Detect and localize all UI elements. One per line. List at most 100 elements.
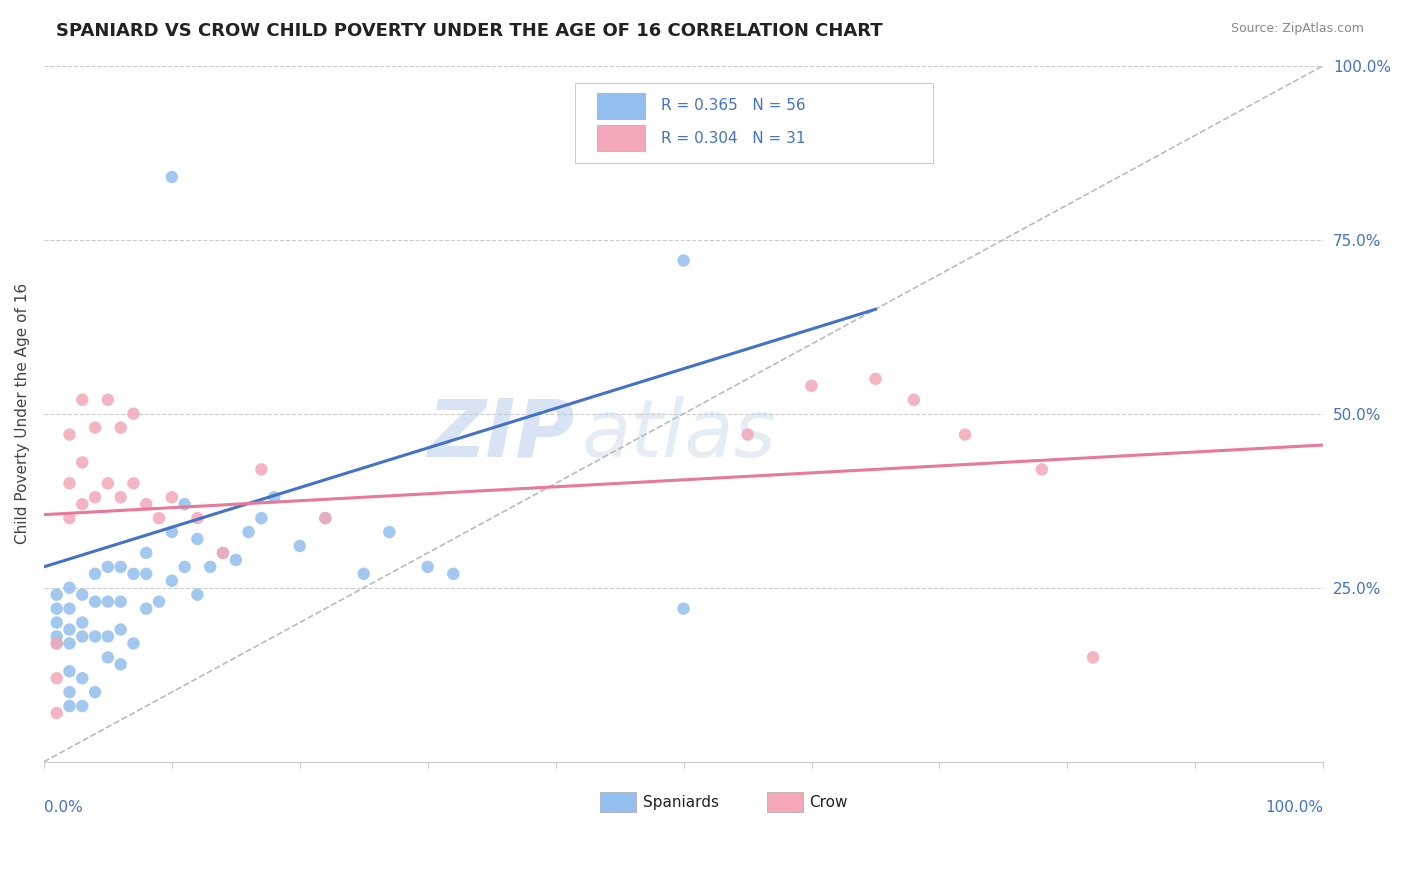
Point bbox=[416, 559, 439, 574]
Point bbox=[110, 623, 132, 637]
Point bbox=[72, 630, 94, 644]
Point bbox=[173, 559, 195, 574]
Text: ZIP: ZIP bbox=[427, 395, 575, 474]
Point bbox=[800, 379, 823, 393]
Point bbox=[672, 253, 695, 268]
Point bbox=[160, 524, 183, 539]
FancyBboxPatch shape bbox=[596, 93, 645, 120]
Point bbox=[122, 566, 145, 581]
Point bbox=[58, 685, 80, 699]
Point bbox=[45, 706, 67, 720]
Point bbox=[58, 601, 80, 615]
Point bbox=[212, 546, 235, 560]
Text: Crow: Crow bbox=[808, 795, 848, 810]
Point bbox=[378, 524, 401, 539]
Point bbox=[97, 650, 120, 665]
Point bbox=[353, 566, 375, 581]
FancyBboxPatch shape bbox=[596, 125, 645, 152]
Point bbox=[84, 630, 107, 644]
Point bbox=[160, 169, 183, 184]
Point bbox=[45, 588, 67, 602]
Point bbox=[186, 532, 208, 546]
Point bbox=[135, 546, 157, 560]
Point bbox=[314, 511, 336, 525]
Point bbox=[148, 511, 170, 525]
FancyBboxPatch shape bbox=[575, 83, 934, 163]
Point bbox=[865, 372, 887, 386]
Point bbox=[45, 615, 67, 630]
Point bbox=[441, 566, 464, 581]
Text: Source: ZipAtlas.com: Source: ZipAtlas.com bbox=[1230, 22, 1364, 36]
Text: 100.0%: 100.0% bbox=[1265, 800, 1323, 815]
Point bbox=[97, 559, 120, 574]
Point bbox=[58, 427, 80, 442]
Point bbox=[135, 566, 157, 581]
Point bbox=[45, 630, 67, 644]
Point bbox=[84, 685, 107, 699]
Point bbox=[58, 699, 80, 714]
Point bbox=[97, 476, 120, 491]
FancyBboxPatch shape bbox=[766, 792, 803, 812]
Point bbox=[953, 427, 976, 442]
Point bbox=[110, 420, 132, 434]
Text: 0.0%: 0.0% bbox=[44, 800, 83, 815]
Point bbox=[148, 595, 170, 609]
Point bbox=[84, 566, 107, 581]
Point bbox=[212, 546, 235, 560]
Text: SPANIARD VS CROW CHILD POVERTY UNDER THE AGE OF 16 CORRELATION CHART: SPANIARD VS CROW CHILD POVERTY UNDER THE… bbox=[56, 22, 883, 40]
Point bbox=[58, 581, 80, 595]
Point bbox=[58, 623, 80, 637]
Point bbox=[238, 524, 260, 539]
Point bbox=[72, 671, 94, 685]
Point bbox=[160, 574, 183, 588]
Y-axis label: Child Poverty Under the Age of 16: Child Poverty Under the Age of 16 bbox=[15, 283, 30, 544]
Point bbox=[45, 636, 67, 650]
Point bbox=[84, 420, 107, 434]
Text: R = 0.365   N = 56: R = 0.365 N = 56 bbox=[661, 98, 806, 113]
Point bbox=[84, 595, 107, 609]
Point bbox=[186, 511, 208, 525]
Point bbox=[45, 671, 67, 685]
Point bbox=[110, 490, 132, 504]
Point bbox=[135, 497, 157, 511]
Point bbox=[737, 427, 759, 442]
Point bbox=[122, 476, 145, 491]
FancyBboxPatch shape bbox=[600, 792, 637, 812]
Point bbox=[135, 601, 157, 615]
Point bbox=[250, 511, 273, 525]
Text: R = 0.304   N = 31: R = 0.304 N = 31 bbox=[661, 130, 806, 145]
Point bbox=[200, 559, 222, 574]
Text: Spaniards: Spaniards bbox=[643, 795, 718, 810]
Point bbox=[72, 497, 94, 511]
Point bbox=[225, 553, 247, 567]
Point bbox=[186, 588, 208, 602]
Point bbox=[84, 490, 107, 504]
Point bbox=[97, 392, 120, 407]
Point bbox=[72, 455, 94, 469]
Point bbox=[250, 462, 273, 476]
Point bbox=[72, 588, 94, 602]
Point bbox=[45, 636, 67, 650]
Point bbox=[263, 490, 285, 504]
Point bbox=[110, 559, 132, 574]
Point bbox=[58, 476, 80, 491]
Point bbox=[1031, 462, 1053, 476]
Point bbox=[72, 615, 94, 630]
Point bbox=[160, 490, 183, 504]
Text: atlas: atlas bbox=[581, 395, 776, 474]
Point bbox=[173, 497, 195, 511]
Point bbox=[45, 601, 67, 615]
Point bbox=[72, 699, 94, 714]
Point bbox=[122, 636, 145, 650]
Point bbox=[672, 601, 695, 615]
Point bbox=[97, 595, 120, 609]
Point bbox=[58, 665, 80, 679]
Point bbox=[58, 511, 80, 525]
Point bbox=[58, 636, 80, 650]
Point bbox=[903, 392, 925, 407]
Point bbox=[110, 657, 132, 672]
Point bbox=[122, 407, 145, 421]
Point bbox=[72, 392, 94, 407]
Point bbox=[314, 511, 336, 525]
Point bbox=[110, 595, 132, 609]
